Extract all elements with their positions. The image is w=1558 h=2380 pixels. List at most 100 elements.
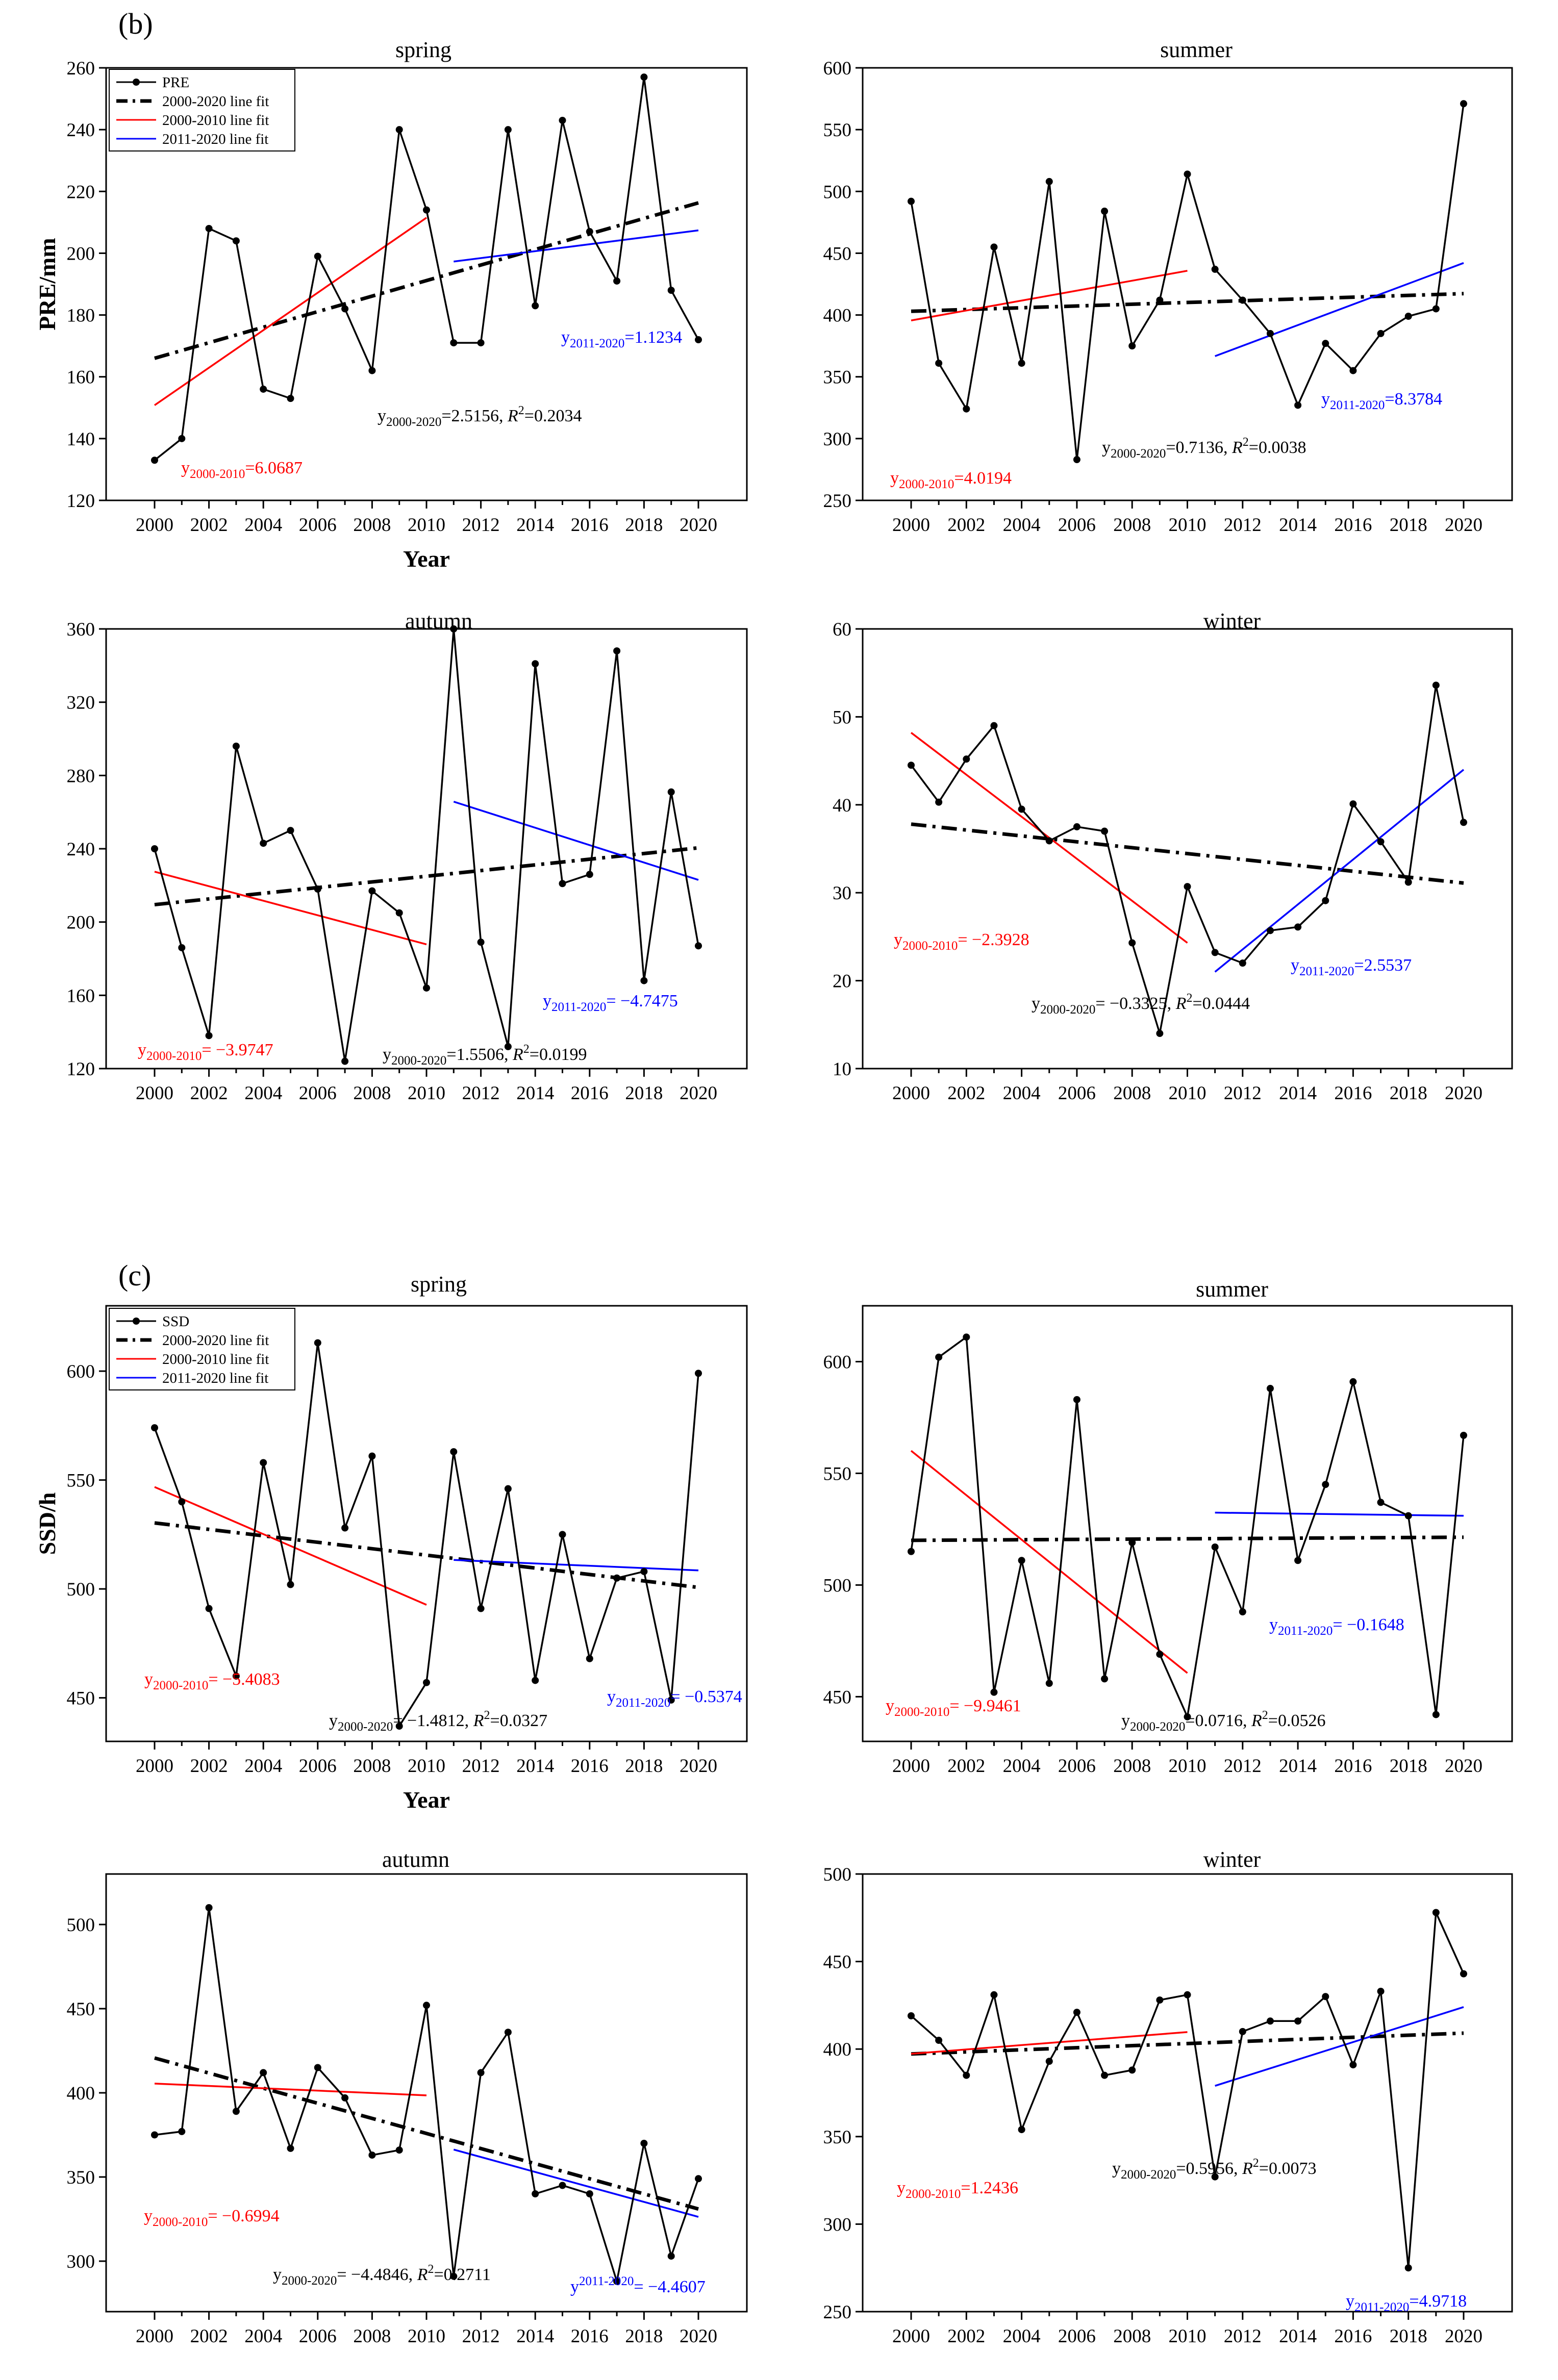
- x-tick-label: 2004: [244, 1083, 282, 1104]
- annotation-2000-2010-var: y: [890, 469, 899, 488]
- data-point: [1377, 1499, 1385, 1506]
- y-tick-label: 500: [67, 1915, 95, 1936]
- legend-label-3: 2011-2020 line fit: [162, 1370, 268, 1386]
- data-point: [532, 660, 539, 668]
- x-tick-label: 2010: [1169, 1756, 1207, 1777]
- x-tick-label: 2000: [892, 1756, 930, 1777]
- annotation-2000-2010: y2000-2010= −0.6994: [144, 2207, 280, 2229]
- annotation-2000-2020-period: 2000-2020: [338, 1720, 393, 1734]
- data-point: [151, 457, 158, 464]
- y-tick-label: 600: [823, 1352, 852, 1373]
- data-point: [1460, 819, 1467, 826]
- data-point: [935, 798, 943, 806]
- data-point: [423, 1679, 430, 1686]
- annotation-2000-2020-r: R: [507, 407, 518, 425]
- data-point: [1266, 927, 1274, 934]
- data-point: [477, 939, 485, 946]
- data-point: [1432, 681, 1440, 689]
- data-point: [260, 385, 267, 393]
- annotation-2000-2020-slope: = −4.4846,: [337, 2265, 417, 2284]
- y-tick-label: 600: [823, 58, 852, 79]
- annotation-2000-2010-slope: = −2.3928: [958, 930, 1029, 949]
- data-point: [260, 1459, 267, 1466]
- x-tick-label: 2006: [299, 1756, 337, 1777]
- data-point: [559, 880, 566, 888]
- annotation-2011-2020: y2011-2020=8.3784: [1321, 390, 1442, 412]
- y-tick-label: 320: [67, 693, 95, 714]
- data-point: [640, 977, 648, 984]
- data-point: [1239, 2028, 1246, 2035]
- x-tick-label: 2006: [1058, 1756, 1096, 1777]
- x-tick-label: 2016: [571, 515, 609, 536]
- annotation-2011-2020-var: y: [561, 328, 570, 347]
- x-tick-label: 2016: [1334, 1756, 1372, 1777]
- y-tick-label: 50: [833, 707, 851, 728]
- data-point: [1018, 1557, 1025, 1564]
- data-point: [1128, 342, 1136, 350]
- annotation-2011-2020-period: 2011-2020: [579, 2274, 634, 2288]
- annotation-2000-2020-r2: =0.0073: [1259, 2159, 1317, 2178]
- fit-line-2011-2020: [1215, 2006, 1464, 2087]
- y-tick-label: 240: [67, 839, 95, 860]
- annotation-2000-2020-period: 2000-2020: [391, 1054, 446, 1068]
- data-point: [908, 2012, 915, 2019]
- annotation-2000-2020-slope: =0.5956,: [1176, 2159, 1242, 2178]
- x-tick-label: 2020: [680, 1083, 717, 1104]
- annotation-2011-2020-var: y: [1291, 956, 1299, 975]
- data-point: [1045, 178, 1053, 185]
- x-tick-label: 2014: [1279, 515, 1317, 536]
- data-point: [395, 909, 403, 917]
- x-tick-label: 2002: [190, 1756, 228, 1777]
- annotation-2000-2020-r: R: [417, 2265, 428, 2284]
- data-point: [450, 1448, 458, 1456]
- annotation-2000-2020-slope: =2.5156,: [441, 407, 508, 425]
- data-point: [1101, 827, 1109, 835]
- legend-marker: [133, 79, 140, 86]
- fit-line-2011-2020: [454, 1559, 699, 1572]
- x-tick-label: 2000: [136, 1083, 173, 1104]
- data-point: [1460, 1432, 1467, 1439]
- annotation-2011-2020-var: y: [570, 2277, 579, 2296]
- annotation-2000-2010-period: 2000-2010: [894, 1705, 949, 1719]
- annotation-2000-2020-period: 2000-2020: [1130, 1720, 1185, 1734]
- data-point: [423, 2002, 430, 2009]
- annotation-2000-2020-r-sup: 2: [1186, 992, 1192, 1005]
- data-point: [1101, 1675, 1109, 1683]
- legend-box: [109, 1308, 295, 1390]
- y-tick-label: 500: [67, 1579, 95, 1600]
- annotation-2000-2020-r2: =0.0199: [530, 1045, 587, 1064]
- data-point: [368, 2151, 376, 2159]
- data-point: [341, 305, 349, 313]
- annotation-2000-2010-slope: =1.2436: [961, 2179, 1018, 2197]
- x-tick-label: 2012: [1224, 1756, 1262, 1777]
- data-point: [1184, 1991, 1191, 1998]
- annotation-2011-2020: y2011-2020= −0.5374: [607, 1687, 742, 1710]
- data-point: [935, 1353, 943, 1361]
- data-point: [178, 944, 186, 951]
- data-point: [287, 1581, 294, 1588]
- chart-pre_winter: winter 10 20 30 40 50 60 2000 2002 2004 2006 2008 20…: [833, 609, 1513, 1104]
- x-tick-label: 2002: [190, 1083, 228, 1104]
- annotation-2000-2020-r2: =0.0526: [1268, 1711, 1326, 1730]
- data-point: [586, 2190, 593, 2197]
- legend-marker: [133, 1318, 140, 1325]
- fit-line-2011-2020: [453, 2148, 699, 2218]
- data-point: [368, 1452, 376, 1460]
- data-point: [504, 126, 512, 134]
- legend-label-1: 2000-2020 line fit: [162, 93, 269, 110]
- annotation-2011-2020: y2011-2020= −0.1648: [1269, 1615, 1404, 1638]
- x-tick-label: 2010: [1169, 2326, 1207, 2347]
- x-tick-label: 2012: [462, 1083, 500, 1104]
- annotation-2000-2020: y2000-2020= −1.4812, R2=0.0327: [329, 1709, 547, 1734]
- annotation-2000-2010-period: 2000-2010: [902, 939, 958, 953]
- x-axis-label: Year: [403, 546, 450, 572]
- x-tick-label: 2000: [136, 1756, 173, 1777]
- data-point: [695, 2175, 702, 2183]
- data-point: [1404, 312, 1412, 320]
- data-point: [1377, 330, 1385, 337]
- x-tick-label: 2006: [1058, 1083, 1096, 1104]
- annotation-2000-2010: y2000-2010= −5.4083: [144, 1670, 280, 1692]
- annotation-2000-2020-var: y: [1102, 438, 1111, 457]
